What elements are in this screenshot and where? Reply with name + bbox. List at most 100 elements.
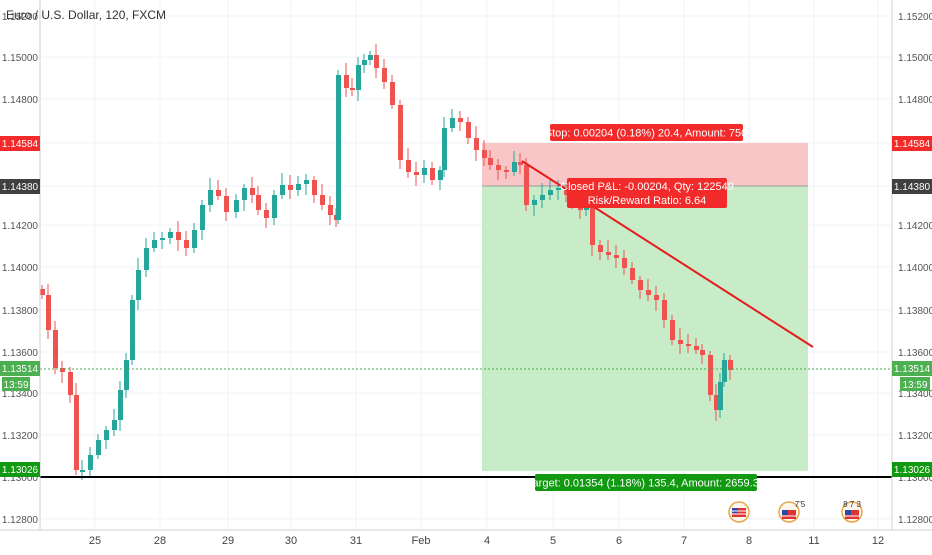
price-axis-right[interactable]: 1.152001.150001.148001.146001.144001.142…: [898, 12, 932, 526]
time-tick-label: 12: [872, 535, 884, 547]
candle-body: [264, 210, 269, 218]
candle-body: [390, 82, 395, 105]
chart-title: Euro / U.S. Dollar, 120, FXCM: [6, 8, 167, 22]
candle-body: [242, 188, 247, 200]
candle-body: [524, 165, 529, 205]
candle-body: [208, 190, 213, 205]
candle-body: [686, 344, 691, 346]
svg-text:1.14380: 1.14380: [894, 182, 931, 193]
candle-body: [200, 205, 205, 230]
event-flag-icon[interactable]: 7'5: [778, 500, 806, 523]
event-flag-icon[interactable]: 8 7 3: [841, 500, 863, 523]
candle-body: [250, 188, 255, 195]
candle-body: [614, 255, 619, 258]
svg-text:1.13514: 1.13514: [894, 364, 931, 375]
price-axis-left[interactable]: 1.152001.150001.148001.146001.144001.142…: [2, 12, 39, 526]
candle-body: [152, 240, 157, 248]
event-flag-icon[interactable]: [728, 501, 750, 523]
event-badge-count: 8 7 3: [843, 500, 861, 509]
candle-body: [184, 240, 189, 248]
candle-body: [708, 355, 713, 395]
candle-body: [438, 170, 443, 180]
price-tick-label: 1.15000: [2, 53, 39, 64]
price-tick-label: 1.15200: [898, 12, 932, 23]
candle-body: [512, 162, 517, 172]
candle-body: [654, 295, 659, 300]
price-tick-label: 1.14200: [898, 221, 932, 232]
candle-body: [518, 162, 523, 165]
candle-body: [458, 118, 463, 122]
time-tick-label: 25: [89, 535, 101, 547]
time-tick-label: 31: [350, 535, 362, 547]
candle-body: [606, 252, 611, 255]
candle-body: [216, 190, 221, 196]
entry-price-tag-left: 1.14380: [0, 179, 40, 194]
time-axis[interactable]: 25 28 29 30 31 Feb 4 5 6 7 8 11 12: [89, 535, 884, 547]
candle-body: [234, 200, 239, 212]
candle-body: [414, 172, 419, 175]
price-tick-label: 1.14800: [2, 95, 39, 106]
candle-body: [450, 118, 455, 128]
price-tick-label: 1.13000: [2, 473, 39, 484]
candle-body: [192, 230, 197, 248]
price-tick-label: 1.12800: [898, 515, 932, 526]
candle-body: [118, 390, 123, 420]
candle-body: [288, 185, 293, 190]
candle-body: [488, 158, 493, 165]
candle-body: [406, 160, 411, 172]
closed-pl-text: Closed P&L: -0.00204, Qty: 122549: [560, 181, 734, 193]
stop-label-text: Stop: 0.00204 (0.18%) 20.4, Amount: 750: [545, 128, 747, 140]
candle-body: [136, 270, 141, 300]
candle-body: [312, 180, 317, 195]
candle-body: [638, 280, 643, 290]
candle-body: [622, 258, 627, 268]
candle-body: [176, 232, 181, 240]
candle-body: [540, 195, 545, 200]
candle-body: [584, 208, 589, 210]
price-tick-label: 1.13000: [898, 473, 932, 484]
countdown-right: 13:59: [902, 380, 927, 391]
candle-body: [160, 238, 165, 240]
svg-text:1.13514: 1.13514: [2, 364, 39, 375]
candle-body: [556, 188, 561, 190]
candle-body: [280, 185, 285, 195]
position-zones: [482, 143, 808, 471]
time-tick-label: 6: [616, 535, 622, 547]
candle-body: [714, 395, 719, 410]
current-price-tag-right: 1.13514 13:59: [892, 361, 932, 391]
event-badge-count: 7'5: [795, 500, 806, 509]
candle-body: [382, 68, 387, 82]
candle-body: [466, 122, 471, 138]
candle-body: [53, 330, 58, 368]
stop-price-tag-right: 1.14584: [892, 136, 932, 151]
candle-body: [112, 420, 117, 430]
svg-text:1.14584: 1.14584: [894, 139, 931, 150]
price-tick-label: 1.14200: [2, 221, 39, 232]
candle-body: [678, 340, 683, 344]
price-tick-label: 1.13200: [898, 431, 932, 442]
candle-body: [256, 195, 261, 210]
candle-body: [130, 300, 135, 360]
candle-body: [362, 60, 367, 65]
price-tick-label: 1.13600: [2, 348, 39, 359]
candle-body: [96, 440, 101, 455]
candle-body: [430, 168, 435, 180]
candle-body: [224, 196, 229, 212]
closed-pl-label[interactable]: Closed P&L: -0.00204, Qty: 122549 Risk/R…: [560, 178, 734, 208]
candle-body: [442, 128, 447, 170]
candle-body: [46, 295, 51, 330]
svg-text:1.14380: 1.14380: [2, 182, 39, 193]
price-tick-label: 1.13200: [2, 431, 39, 442]
target-price-tag-right: 1.13026: [892, 462, 932, 477]
candle-body: [482, 150, 487, 158]
price-tick-label: 1.14800: [898, 95, 932, 106]
time-tick-label: 28: [154, 535, 166, 547]
price-tick-label: 1.13600: [898, 348, 932, 359]
candles: [40, 44, 733, 480]
target-label[interactable]: Target: 0.01354 (1.18%) 135.4, Amount: 2…: [527, 474, 765, 491]
stop-label[interactable]: Stop: 0.00204 (0.18%) 20.4, Amount: 750: [545, 124, 747, 141]
time-tick-label: 5: [550, 535, 556, 547]
svg-text:1.14584: 1.14584: [2, 139, 39, 150]
